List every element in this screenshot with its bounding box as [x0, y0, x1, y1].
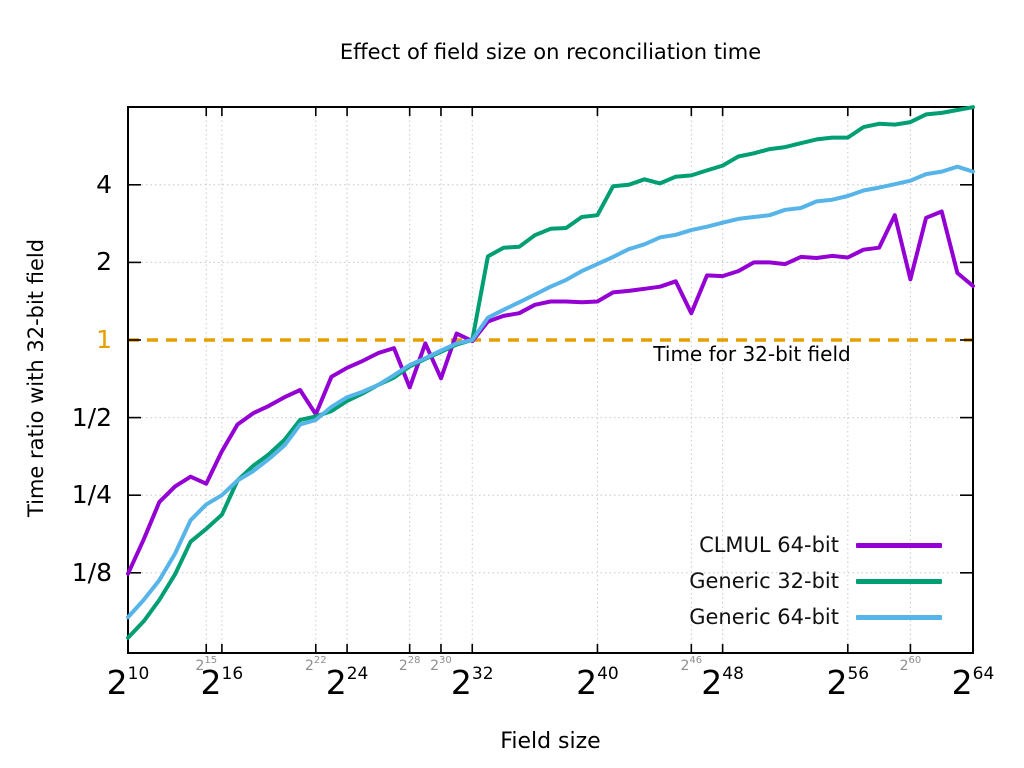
gridlines	[128, 107, 973, 653]
reference-line-label: Time for 32-bit field	[653, 342, 851, 366]
x-minor-tick-label-2^28: 228	[398, 655, 421, 674]
y-axis-title: Time ratio with 32-bit field	[24, 238, 48, 518]
x-minor-tick-label-2^22: 222	[304, 655, 327, 674]
y-tick-label-4: 4	[96, 169, 112, 199]
chart-title: Effect of field size on reconciliation t…	[339, 40, 762, 64]
series-line-generic-32-bit	[126, 105, 975, 640]
legend-line-sample-clmul-64-bit	[856, 542, 942, 548]
plot-border	[127, 106, 974, 654]
x-tick-label-2^24: 224	[325, 663, 369, 702]
x-tick-label-2^48: 248	[701, 663, 744, 702]
legend-label-clmul-64-bit: CLMUL 64-bit	[699, 533, 839, 557]
y-tick-label-2: 2	[96, 247, 112, 277]
x-minor-tick-label-2^30: 230	[430, 655, 452, 674]
x-minor-tick-label-2^60: 260	[899, 655, 922, 674]
x-axis-title: Field size	[500, 729, 601, 754]
x-tick-label-2^10: 210	[106, 663, 150, 702]
x-minor-tick-label-2^15: 215	[195, 655, 218, 674]
y-tick-label-1-2: 1/2	[71, 402, 112, 432]
series-line-generic-64-bit	[126, 164, 975, 620]
legend-row-generic-32-bit: Generic 32-bit	[560, 563, 942, 599]
legend-row-generic-64-bit: Generic 64-bit	[560, 599, 942, 635]
y-tick-label-1-4: 1/4	[71, 480, 112, 510]
y-tick-label-1: 1	[96, 325, 112, 354]
x-tick-label-2^56: 256	[826, 663, 870, 702]
x-tick-label-2^64: 264	[951, 663, 995, 702]
x-tick-label-2^32: 232	[450, 663, 494, 702]
legend-label-generic-64-bit: Generic 64-bit	[689, 605, 839, 629]
legend-line-sample-generic-32-bit	[856, 578, 942, 584]
legend: CLMUL 64-bit Generic 32-bit Generic 64-bit	[560, 527, 942, 635]
x-tick-label-2^40: 240	[576, 663, 619, 702]
y-tick-label-1-8: 1/8	[71, 557, 112, 587]
legend-label-generic-32-bit: Generic 32-bit	[689, 569, 839, 593]
series-line-clmul-64-bit	[126, 209, 975, 576]
series-lines	[126, 105, 975, 640]
legend-line-sample-generic-64-bit	[856, 614, 942, 620]
x-minor-tick-label-2^46: 246	[680, 655, 703, 674]
legend-row-clmul-64-bit: CLMUL 64-bit	[560, 527, 942, 563]
x-tick-label-2^16: 216	[200, 663, 244, 702]
tick-marks	[128, 107, 973, 653]
